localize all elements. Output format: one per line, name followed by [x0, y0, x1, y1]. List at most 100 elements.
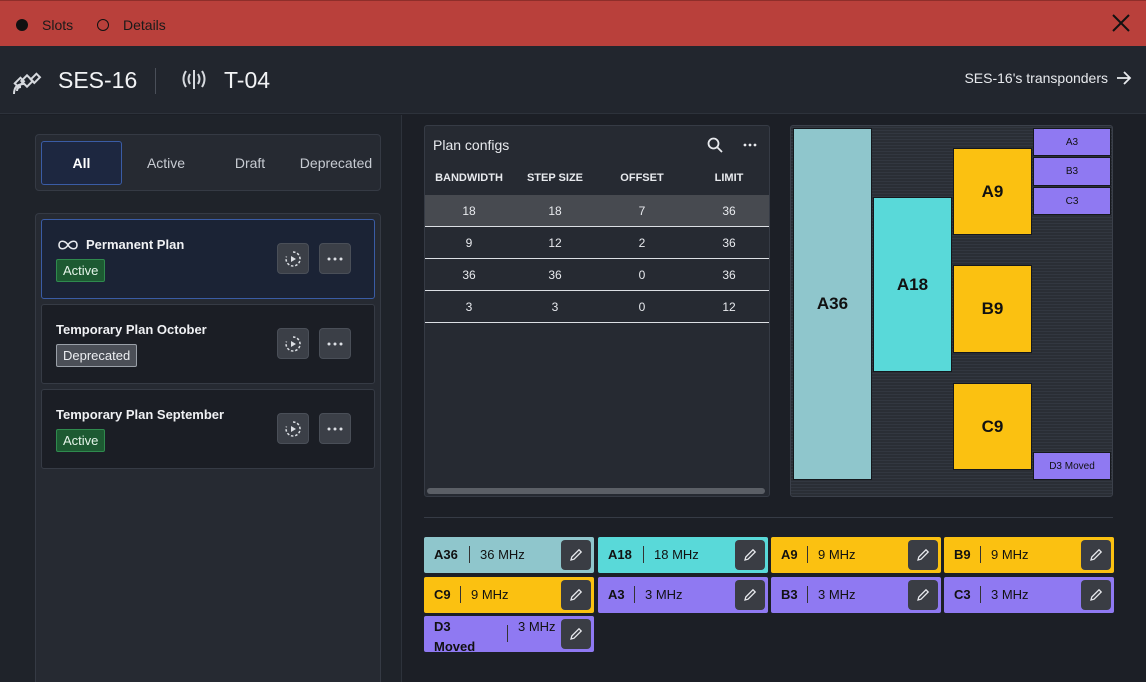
- slot-chip[interactable]: B3 3 MHz: [771, 577, 941, 613]
- infinity-icon: [58, 239, 78, 250]
- chip-name: A36: [434, 547, 458, 562]
- pencil-icon: [570, 548, 583, 561]
- edit-button[interactable]: [735, 580, 765, 610]
- column-header[interactable]: OFFSET: [620, 172, 664, 184]
- slot-a3[interactable]: A3: [1033, 128, 1111, 156]
- pencil-icon: [570, 588, 583, 601]
- transponders-link[interactable]: SES-16's transponders: [964, 70, 1132, 86]
- satellite-name: SES-16: [58, 67, 138, 93]
- chip-divider: [807, 586, 808, 603]
- play-history-icon: [285, 250, 301, 267]
- pencil-icon: [1090, 588, 1103, 601]
- arrow-right-icon: [1117, 71, 1132, 85]
- edit-button[interactable]: [735, 540, 765, 570]
- plan-item-september[interactable]: Temporary Plan September Active: [41, 389, 375, 469]
- edit-button[interactable]: [908, 540, 938, 570]
- slot-chip[interactable]: A18 18 MHz: [598, 537, 768, 573]
- chip-divider: [980, 586, 981, 603]
- column-header[interactable]: STEP SIZE: [526, 172, 584, 184]
- plan-more-button[interactable]: [319, 328, 351, 359]
- tab-details-label: Details: [123, 17, 166, 33]
- plan-item-october[interactable]: Temporary Plan October Deprecated: [41, 304, 375, 384]
- table-row[interactable]: 9 12 2 36: [425, 227, 769, 258]
- pencil-icon: [1090, 548, 1103, 561]
- section-divider: [424, 517, 1113, 518]
- slot-a9[interactable]: A9: [953, 148, 1032, 235]
- filter-deprecated[interactable]: Deprecated: [299, 155, 373, 171]
- activate-plan-button[interactable]: [277, 243, 309, 274]
- edit-button[interactable]: [561, 580, 591, 610]
- edit-button[interactable]: [561, 540, 591, 570]
- slot-b3[interactable]: B3: [1033, 157, 1111, 186]
- satellite-icon: [13, 72, 42, 95]
- cell-bandwidth: 18: [462, 204, 476, 218]
- slot-b9[interactable]: B9: [953, 265, 1032, 353]
- slot-chip[interactable]: C3 3 MHz: [944, 577, 1114, 613]
- table-row[interactable]: 18 18 7 36: [425, 195, 769, 226]
- row-divider: [425, 226, 769, 227]
- column-header[interactable]: LIMIT: [714, 172, 744, 184]
- transponder-icon: [182, 70, 206, 89]
- filter-active[interactable]: Active: [146, 155, 186, 171]
- chip-name: D3 Moved: [434, 619, 476, 654]
- plan-list: Permanent Plan Active Temporary Plan Oct…: [35, 213, 381, 682]
- activate-plan-button[interactable]: [277, 328, 309, 359]
- slot-map: A36 A18 A9 B9 C9 A3 B3 C3 D3 Moved: [790, 125, 1113, 497]
- slot-chip[interactable]: D3 Moved 3 MHz: [424, 616, 594, 654]
- chip-divider: [507, 625, 508, 642]
- plan-filter-tabs: All Active Draft Deprecated: [35, 134, 381, 191]
- column-header[interactable]: BANDWIDTH: [435, 172, 503, 184]
- tab-slots[interactable]: Slots: [16, 17, 73, 33]
- slot-c9[interactable]: C9: [953, 383, 1032, 470]
- table-row[interactable]: 3 3 0 12: [425, 291, 769, 322]
- edit-button[interactable]: [1081, 580, 1111, 610]
- tab-details[interactable]: Details: [97, 17, 166, 33]
- cell-step-size: 3: [551, 300, 559, 314]
- filter-draft[interactable]: Draft: [234, 155, 266, 171]
- slot-d3-moved[interactable]: D3 Moved: [1033, 452, 1111, 480]
- mode-bar: Slots Details: [0, 0, 1146, 46]
- cell-bandwidth: 9: [465, 236, 473, 250]
- status-badge: Deprecated: [56, 344, 138, 367]
- close-icon[interactable]: [1110, 12, 1132, 34]
- chip-bandwidth: 9 MHz: [818, 547, 856, 562]
- cell-offset: 7: [638, 204, 646, 218]
- play-history-icon: [285, 420, 301, 437]
- slot-chip[interactable]: C9 9 MHz: [424, 577, 594, 613]
- chip-divider: [980, 546, 981, 563]
- radio-selected-icon: [16, 19, 28, 31]
- edit-button[interactable]: [908, 580, 938, 610]
- search-icon[interactable]: [707, 137, 723, 153]
- filter-all[interactable]: All: [41, 141, 122, 185]
- activate-plan-button[interactable]: [277, 413, 309, 444]
- more-horizontal-icon: [327, 342, 343, 345]
- plan-item-permanent[interactable]: Permanent Plan Active: [41, 219, 375, 299]
- slot-a36[interactable]: A36: [793, 128, 872, 480]
- slot-chip[interactable]: B9 9 MHz: [944, 537, 1114, 573]
- edit-button[interactable]: [1081, 540, 1111, 570]
- pencil-icon: [917, 548, 930, 561]
- cell-step-size: 18: [548, 204, 562, 218]
- chip-bandwidth: 3 MHz: [991, 587, 1029, 602]
- slot-chip[interactable]: A3 3 MHz: [598, 577, 768, 613]
- table-row[interactable]: 36 36 0 36: [425, 259, 769, 290]
- slot-a18[interactable]: A18: [873, 197, 952, 372]
- chip-name: C3: [954, 587, 971, 602]
- plan-configs-panel: Plan configs BANDWIDTH STEP SIZE OFFSET …: [424, 125, 770, 497]
- plans-panel: All Active Draft Deprecated Permanent Pl…: [0, 115, 402, 682]
- slot-chip[interactable]: A9 9 MHz: [771, 537, 941, 573]
- play-history-icon: [285, 335, 301, 352]
- pencil-icon: [744, 588, 757, 601]
- slot-c3[interactable]: C3: [1033, 187, 1111, 215]
- plan-more-button[interactable]: [319, 413, 351, 444]
- more-horizontal-icon[interactable]: [743, 143, 757, 147]
- more-horizontal-icon: [327, 257, 343, 260]
- panel-title: Plan configs: [433, 137, 510, 153]
- horizontal-scrollbar[interactable]: [427, 488, 765, 494]
- chip-bandwidth: 9 MHz: [471, 587, 509, 602]
- slot-chip[interactable]: A36 36 MHz: [424, 537, 594, 573]
- status-badge: Active: [56, 259, 106, 282]
- edit-button[interactable]: [561, 619, 591, 649]
- plan-more-button[interactable]: [319, 243, 351, 274]
- pencil-icon: [917, 588, 930, 601]
